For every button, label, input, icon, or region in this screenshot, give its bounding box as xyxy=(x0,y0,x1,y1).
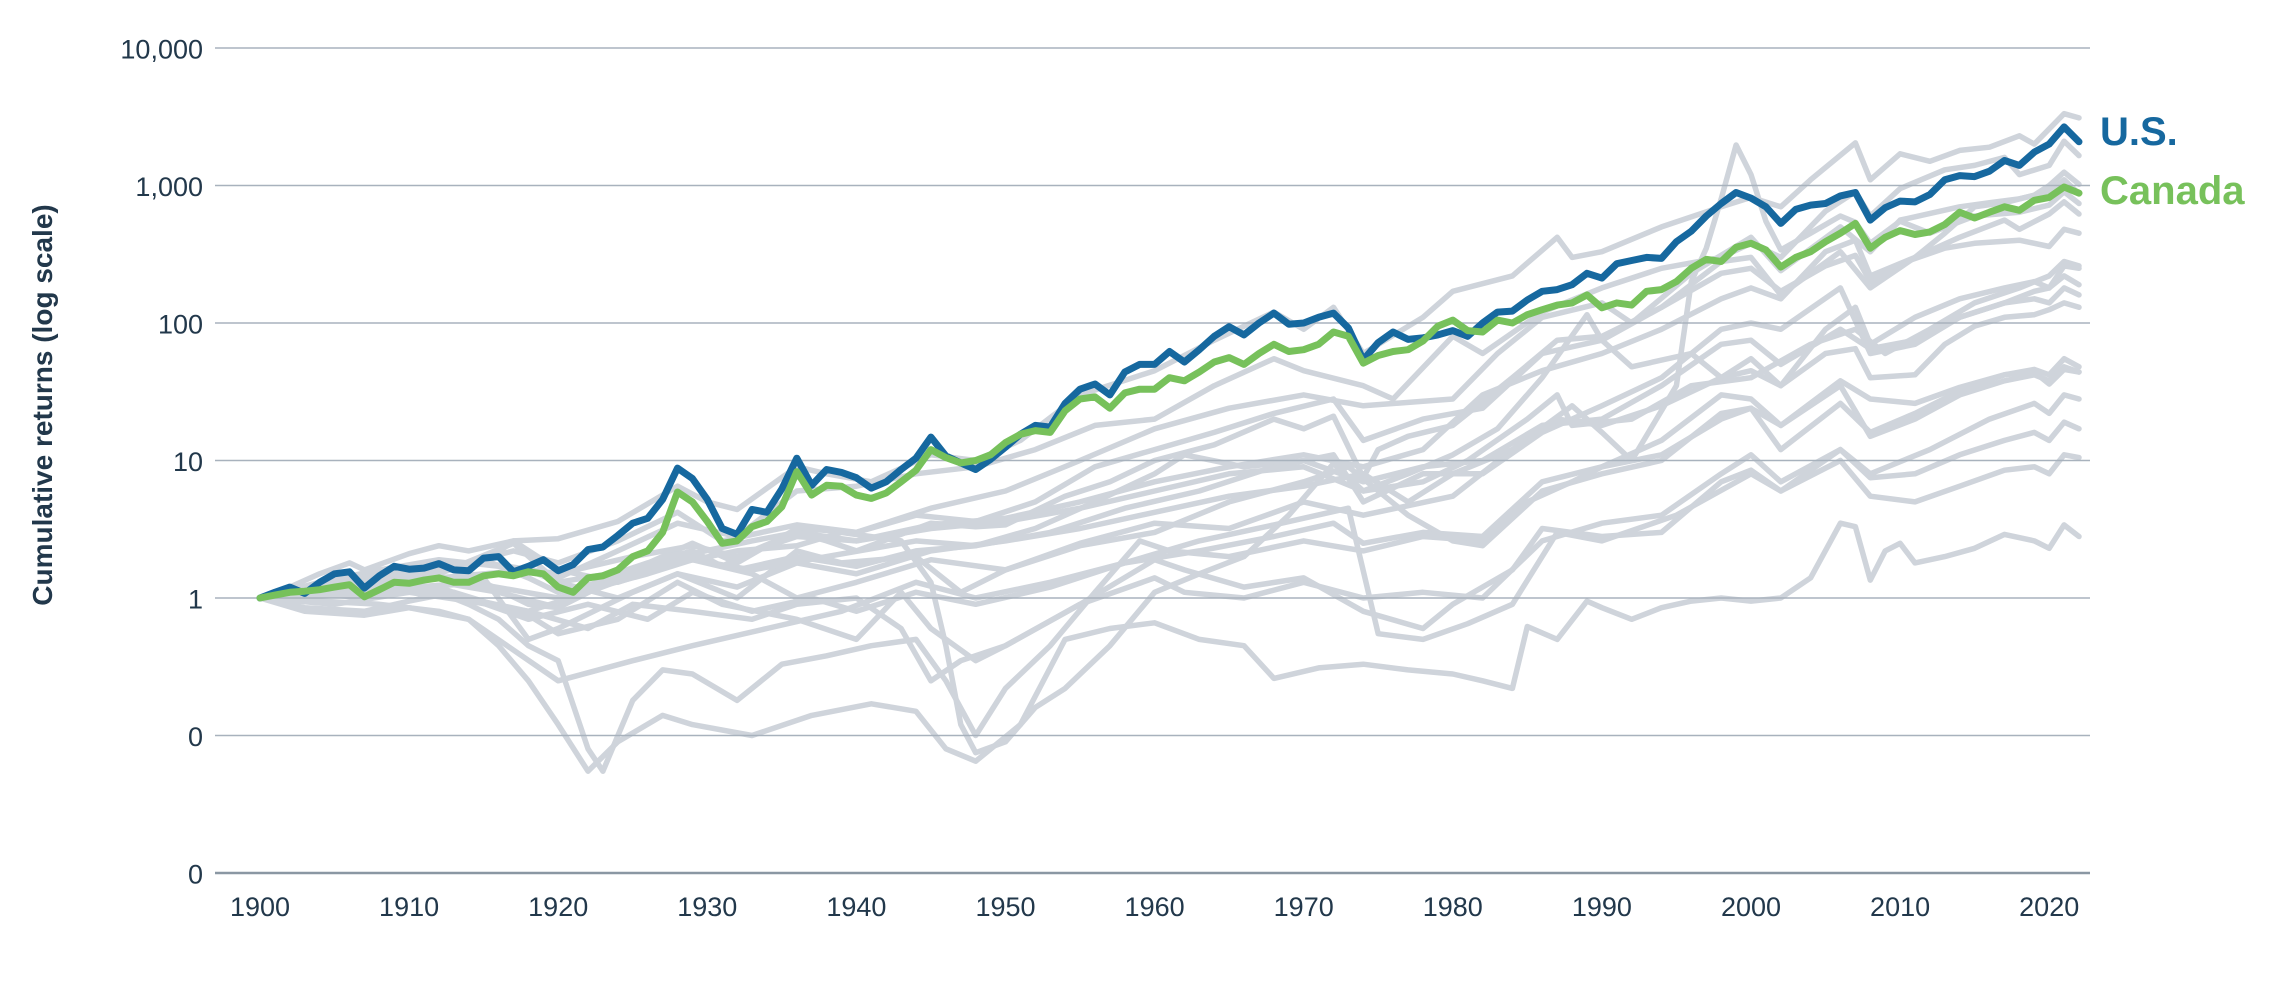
y-axis-tick-label: 0 xyxy=(188,722,203,752)
x-axis-tick-label: 1950 xyxy=(975,892,1035,922)
series-line-other-market-16 xyxy=(257,300,2082,756)
series-line-other-market-02 xyxy=(257,138,2082,601)
x-axis-tick-label: 1940 xyxy=(826,892,886,922)
x-axis-tick-label: 1930 xyxy=(677,892,737,922)
x-axis-tick-label: 2010 xyxy=(1870,892,1930,922)
series-line-other-market-10 xyxy=(257,263,2082,601)
x-axis-tick-label: 1970 xyxy=(1274,892,1334,922)
highlighted-series-layer xyxy=(256,123,2083,602)
series-line-us xyxy=(256,123,2083,602)
series-line-other-market-19 xyxy=(257,392,2082,684)
series-line-other-market-12 xyxy=(257,364,2082,623)
legend-label-us: U.S. xyxy=(2100,110,2178,154)
y-axis-tick-label: 100 xyxy=(158,309,203,339)
series-line-other-market-14 xyxy=(257,355,2082,774)
series-line-other-market-18 xyxy=(257,366,2082,601)
background-series-layer xyxy=(257,110,2082,774)
series-line-other-market-03 xyxy=(257,177,2082,611)
x-axis-tick-label: 1960 xyxy=(1125,892,1185,922)
y-axis-tick-label: 0 xyxy=(188,859,203,889)
y-axis-tick-label: 1 xyxy=(188,584,203,614)
x-axis-tick-label: 1910 xyxy=(379,892,439,922)
x-axis-tick-label: 1990 xyxy=(1572,892,1632,922)
x-axis-tick-label: 2020 xyxy=(2019,892,2079,922)
y-axis-title: Cumulative returns (log scale) xyxy=(27,204,58,605)
legend-label-canada: Canada xyxy=(2100,169,2245,213)
y-axis-tick-label: 10,000 xyxy=(120,34,203,64)
x-axis-tick-label: 2000 xyxy=(1721,892,1781,922)
y-axis-tick-label: 10 xyxy=(173,447,203,477)
y-axis-tick-label: 1,000 xyxy=(135,172,203,202)
series-line-canada xyxy=(256,183,2083,602)
gridlines-layer xyxy=(215,47,2090,875)
series-line-other-market-17 xyxy=(257,452,2082,684)
series-line-other-market-15 xyxy=(257,520,2082,774)
x-axis-tick-label: 1920 xyxy=(528,892,588,922)
x-axis-tick-label: 1900 xyxy=(230,892,290,922)
x-axis-tick-label: 1980 xyxy=(1423,892,1483,922)
